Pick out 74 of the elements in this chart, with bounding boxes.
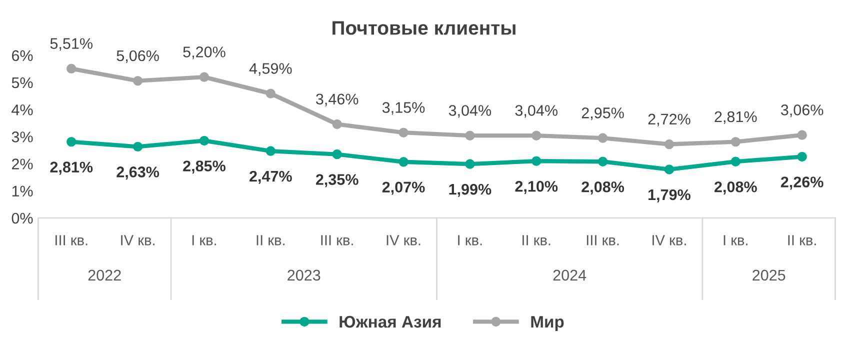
data-label: 2,81% — [714, 111, 757, 124]
x-tick-label: II кв. — [522, 235, 550, 246]
point — [532, 156, 542, 166]
data-label: 5,51% — [50, 38, 92, 51]
chart-title: Почтовые клиенты — [332, 21, 516, 35]
data-label: 1,79% — [648, 189, 690, 202]
data-label: 2,08% — [714, 181, 757, 194]
x-tick-label: III кв. — [586, 235, 619, 246]
text: 2025 — [752, 270, 786, 281]
point — [797, 130, 807, 140]
y-tick-label: 6% — [12, 50, 33, 62]
data-label: 2,35% — [316, 174, 358, 188]
point — [398, 128, 408, 138]
point — [132, 142, 143, 152]
point — [66, 64, 76, 74]
point — [598, 133, 608, 143]
data-label: 3,15% — [382, 102, 425, 115]
data-label: 2,72% — [648, 114, 690, 126]
data-label: 3,04% — [448, 105, 492, 118]
y-tick-label: 4% — [12, 104, 33, 116]
point — [797, 152, 807, 162]
x-tick-label: III кв. — [321, 235, 353, 246]
point — [132, 76, 143, 86]
data-label: 2,47% — [250, 170, 292, 184]
x-tick-label: II кв. — [788, 235, 816, 246]
y-tick-label: 1% — [12, 186, 33, 197]
data-label: 5,06% — [116, 50, 159, 63]
text: 2023 — [288, 270, 320, 281]
y-tick-label: 5% — [12, 77, 33, 88]
data-label: 2,85% — [183, 160, 226, 174]
data-label: 2,26% — [780, 176, 824, 190]
data-label: 3,06% — [780, 104, 824, 118]
data-label: 2,95% — [582, 108, 624, 120]
x-tick-label: II кв. — [256, 235, 284, 246]
legend-label: Мир — [531, 316, 564, 331]
data-label: 5,20% — [183, 46, 226, 60]
text: 2022 — [88, 270, 121, 281]
x-tick-label: I кв. — [724, 235, 748, 246]
data-label: 2,08% — [582, 181, 624, 194]
point — [532, 130, 542, 140]
data-label: 2,10% — [515, 180, 558, 194]
point — [332, 119, 342, 130]
data-label: 4,59% — [249, 63, 292, 76]
point — [66, 136, 76, 147]
data-label: 1,99% — [449, 184, 492, 197]
point — [598, 156, 608, 166]
text: 2024 — [553, 270, 586, 281]
data-label: 2,63% — [116, 166, 160, 180]
y-tick-label: 3% — [12, 132, 33, 142]
point — [332, 149, 342, 160]
data-label: 3,04% — [515, 105, 558, 118]
point — [465, 130, 475, 140]
legend-label: Южная Азия — [340, 316, 441, 328]
point — [266, 146, 276, 156]
point — [730, 136, 740, 147]
x-tick-label: IV кв. — [386, 235, 420, 246]
point — [266, 88, 276, 98]
y-tick-label: 2% — [12, 158, 33, 170]
data-label: 2,81% — [50, 162, 93, 175]
x-tick-label: I кв. — [458, 235, 482, 246]
x-tick-label: I кв. — [192, 235, 216, 246]
point — [398, 157, 408, 167]
point — [730, 156, 740, 166]
x-tick-label: IV кв. — [121, 235, 154, 246]
point — [199, 72, 210, 82]
point — [465, 159, 475, 169]
x-tick-label: III кв. — [56, 235, 88, 246]
point — [199, 136, 210, 146]
x-tick-label: IV кв. — [652, 235, 686, 246]
point — [664, 139, 674, 150]
y-tick-label: 0% — [12, 212, 33, 224]
point — [664, 164, 674, 174]
data-label: 2,07% — [382, 182, 425, 195]
data-label: 3,46% — [316, 94, 358, 106]
